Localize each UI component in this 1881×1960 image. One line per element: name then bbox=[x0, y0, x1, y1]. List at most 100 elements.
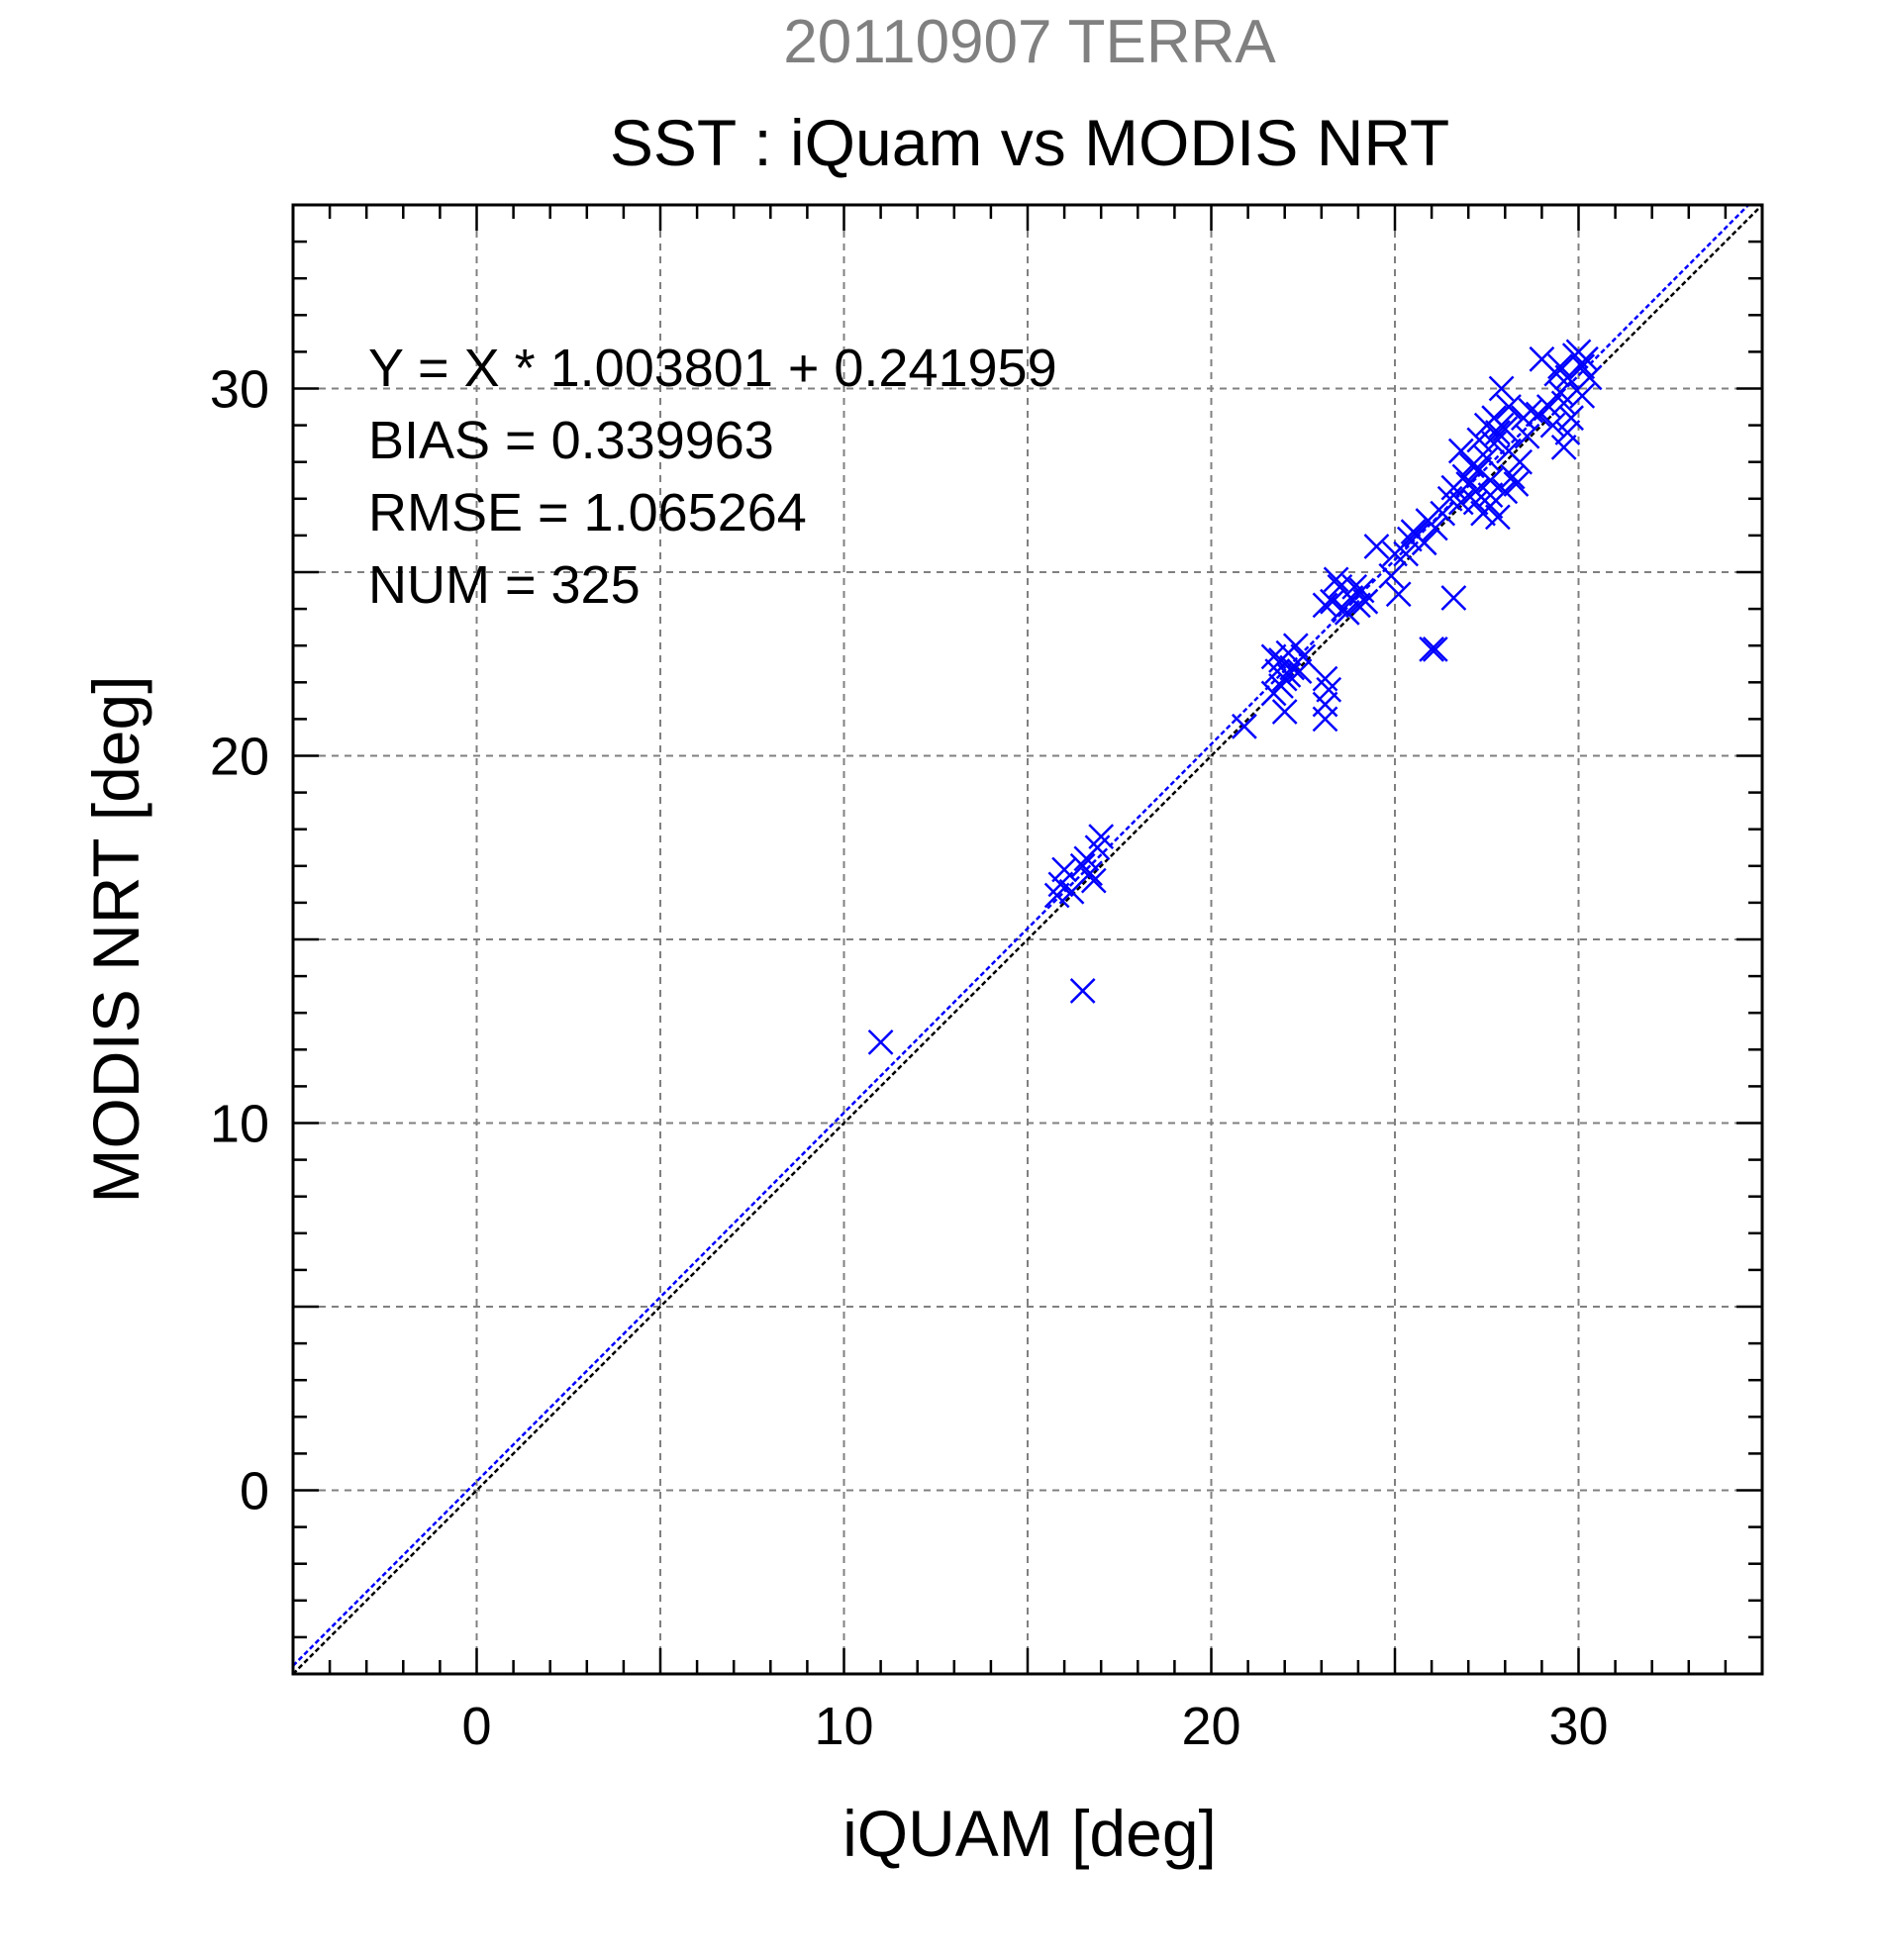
data-point-stroke bbox=[1268, 673, 1294, 699]
data-point-stroke bbox=[1514, 423, 1540, 449]
chart-subtitle: 20110907 TERRA bbox=[783, 8, 1276, 76]
data-point bbox=[1290, 643, 1317, 670]
data-point bbox=[1385, 581, 1412, 608]
data-point bbox=[1459, 452, 1485, 479]
data-point-stroke bbox=[1484, 420, 1511, 445]
data-point bbox=[1525, 401, 1551, 428]
data-point-stroke bbox=[1558, 405, 1584, 432]
data-point bbox=[1554, 420, 1581, 445]
data-point bbox=[1539, 412, 1566, 439]
data-point bbox=[1341, 573, 1368, 600]
data-point bbox=[1477, 482, 1504, 508]
data-point-stroke bbox=[1440, 474, 1467, 501]
y-axis-label: MODIS NRT [deg] bbox=[79, 675, 152, 1203]
data-point-stroke bbox=[1312, 691, 1338, 718]
data-point bbox=[1312, 691, 1338, 718]
data-point-stroke bbox=[1473, 445, 1500, 471]
data-point bbox=[1547, 379, 1573, 406]
x-tick-label: 10 bbox=[814, 1697, 873, 1756]
data-point-stroke bbox=[1547, 379, 1573, 406]
data-point-stroke bbox=[1282, 633, 1309, 659]
data-point-stroke bbox=[1499, 463, 1526, 490]
data-point bbox=[1550, 434, 1577, 460]
data-point-stroke bbox=[1529, 345, 1555, 372]
data-point bbox=[867, 1029, 894, 1055]
data-point bbox=[1080, 867, 1107, 894]
data-point bbox=[1312, 665, 1338, 692]
data-point-stroke bbox=[1576, 364, 1603, 391]
data-point bbox=[1268, 673, 1294, 699]
reference-lines bbox=[292, 204, 1763, 1675]
data-point bbox=[1514, 423, 1540, 449]
x-tick-label: 20 bbox=[1181, 1697, 1240, 1756]
data-point-stroke bbox=[1466, 427, 1493, 453]
data-point bbox=[1473, 445, 1500, 471]
data-point-stroke bbox=[1385, 581, 1412, 608]
data-point bbox=[1271, 699, 1298, 725]
data-point-stroke bbox=[1312, 665, 1338, 692]
data-point bbox=[1363, 534, 1390, 559]
data-point-stroke bbox=[1507, 448, 1534, 475]
data-point-stroke bbox=[1393, 540, 1420, 567]
chart-title: SST : iQuam vs MODIS NRT bbox=[610, 106, 1449, 179]
data-point bbox=[1430, 500, 1456, 527]
data-point bbox=[1569, 353, 1596, 380]
plot-frame bbox=[291, 203, 1764, 1676]
data-point-stroke bbox=[1378, 562, 1405, 589]
data-point bbox=[1440, 585, 1467, 611]
data-point bbox=[1492, 478, 1519, 505]
data-point-stroke bbox=[1080, 867, 1107, 894]
data-point bbox=[1576, 364, 1603, 391]
data-point bbox=[1411, 530, 1437, 556]
data-point bbox=[1554, 364, 1581, 391]
data-point bbox=[1440, 474, 1467, 501]
data-point-stroke bbox=[1271, 699, 1298, 725]
x-tick-label: 30 bbox=[1548, 1697, 1608, 1756]
data-point-stroke bbox=[1320, 588, 1345, 615]
data-point-stroke bbox=[1411, 530, 1437, 556]
data-point-stroke bbox=[1073, 845, 1100, 872]
data-point bbox=[1496, 394, 1522, 420]
data-point bbox=[1484, 504, 1511, 531]
y-tick-label: 20 bbox=[210, 728, 269, 787]
identity-line bbox=[292, 204, 1763, 1675]
data-point-stroke bbox=[1484, 504, 1511, 531]
data-point-stroke bbox=[1363, 534, 1390, 559]
data-point-stroke bbox=[1316, 676, 1342, 703]
data-point-stroke bbox=[1459, 452, 1485, 479]
data-point bbox=[1047, 871, 1074, 898]
data-point-stroke bbox=[1496, 394, 1522, 420]
data-point-stroke bbox=[1286, 658, 1313, 685]
annotation-rmse: RMSE = 1.065264 bbox=[368, 483, 807, 542]
annotation-num: NUM = 325 bbox=[368, 555, 641, 615]
annotation-bias: BIAS = 0.339963 bbox=[368, 411, 774, 470]
data-point bbox=[1352, 588, 1379, 615]
data-point-stroke bbox=[1334, 599, 1360, 626]
data-point bbox=[1477, 467, 1504, 494]
data-point-stroke bbox=[1419, 637, 1444, 662]
data-point-stroke bbox=[1047, 871, 1074, 898]
data-point bbox=[1462, 489, 1489, 516]
data-point-stroke bbox=[1232, 713, 1257, 739]
data-point bbox=[1419, 637, 1444, 662]
data-point bbox=[1547, 353, 1573, 380]
data-point bbox=[1069, 978, 1096, 1004]
data-point-stroke bbox=[1440, 585, 1467, 611]
data-point bbox=[1382, 540, 1408, 567]
data-point bbox=[1312, 592, 1338, 619]
data-point bbox=[1286, 658, 1313, 685]
data-point bbox=[1334, 599, 1360, 626]
data-point bbox=[1232, 713, 1257, 739]
data-point-stroke bbox=[1569, 383, 1596, 409]
data-point bbox=[1393, 540, 1420, 567]
data-point-stroke bbox=[1290, 643, 1317, 670]
data-point bbox=[1051, 856, 1077, 883]
data-point-stroke bbox=[1323, 566, 1349, 593]
data-point bbox=[1503, 471, 1530, 497]
data-point-stroke bbox=[1554, 420, 1581, 445]
data-point-stroke bbox=[1492, 478, 1519, 505]
data-point-stroke bbox=[1422, 637, 1448, 662]
grid-lines bbox=[293, 205, 1762, 1674]
y-tick-label: 30 bbox=[210, 360, 269, 420]
